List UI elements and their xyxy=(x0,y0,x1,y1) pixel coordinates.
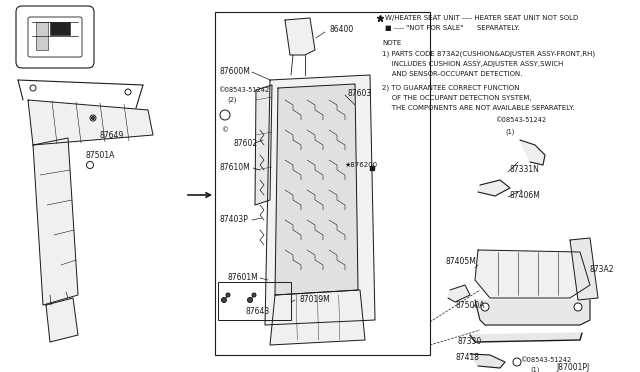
Polygon shape xyxy=(28,100,153,145)
Polygon shape xyxy=(475,250,590,298)
Bar xyxy=(50,22,70,35)
Circle shape xyxy=(481,303,489,311)
Polygon shape xyxy=(478,180,510,196)
Text: J87001PJ: J87001PJ xyxy=(557,362,590,372)
FancyBboxPatch shape xyxy=(16,6,94,68)
Text: (2): (2) xyxy=(227,97,237,103)
Text: 87602: 87602 xyxy=(233,138,257,148)
Text: ©: © xyxy=(222,127,229,133)
Text: 87610M: 87610M xyxy=(220,164,251,173)
Circle shape xyxy=(226,293,230,297)
Text: 2) TO GUARANTEE CORRECT FUNCTION: 2) TO GUARANTEE CORRECT FUNCTION xyxy=(382,85,520,91)
Text: (1): (1) xyxy=(530,367,540,372)
Bar xyxy=(36,22,48,50)
Polygon shape xyxy=(470,333,582,342)
Polygon shape xyxy=(270,290,365,345)
Text: 87643: 87643 xyxy=(245,308,269,317)
Bar xyxy=(218,282,291,320)
Text: ©08543-51242: ©08543-51242 xyxy=(520,357,572,363)
Polygon shape xyxy=(255,85,272,205)
Text: 87019M: 87019M xyxy=(300,295,331,305)
Text: 87331N: 87331N xyxy=(510,166,540,174)
Circle shape xyxy=(248,298,253,302)
Circle shape xyxy=(513,358,521,366)
Text: 87603: 87603 xyxy=(348,89,372,97)
Text: 87601M: 87601M xyxy=(228,273,259,282)
Polygon shape xyxy=(570,238,598,300)
Text: 87406M: 87406M xyxy=(510,190,541,199)
Text: 873A2: 873A2 xyxy=(590,266,614,275)
Text: 87649: 87649 xyxy=(100,131,124,140)
Bar xyxy=(215,12,430,355)
Polygon shape xyxy=(285,18,315,55)
Text: (1): (1) xyxy=(505,129,515,135)
Text: ©08543-51242: ©08543-51242 xyxy=(218,87,269,93)
Text: NOTE: NOTE xyxy=(382,40,401,46)
Circle shape xyxy=(220,110,230,120)
Text: 86400: 86400 xyxy=(330,26,355,35)
Text: THE COMPONENTS ARE NOT AVAILABLE SEPARATELY.: THE COMPONENTS ARE NOT AVAILABLE SEPARAT… xyxy=(385,105,574,111)
Text: 87418: 87418 xyxy=(455,353,479,362)
FancyBboxPatch shape xyxy=(28,17,82,57)
Text: 87405M: 87405M xyxy=(445,257,476,266)
Circle shape xyxy=(574,303,582,311)
Text: INCLUDES CUSHION ASSY,ADJUSTER ASSY,SWICH: INCLUDES CUSHION ASSY,ADJUSTER ASSY,SWIC… xyxy=(385,61,563,67)
Circle shape xyxy=(30,85,36,91)
Polygon shape xyxy=(470,354,505,368)
Circle shape xyxy=(125,89,131,95)
Circle shape xyxy=(90,115,96,121)
Circle shape xyxy=(92,116,95,119)
Circle shape xyxy=(252,293,256,297)
Text: W/HEATER SEAT UNIT ---- HEATER SEAT UNIT NOT SOLD: W/HEATER SEAT UNIT ---- HEATER SEAT UNIT… xyxy=(385,15,579,21)
Polygon shape xyxy=(520,140,545,165)
Polygon shape xyxy=(33,138,78,305)
Circle shape xyxy=(86,161,93,169)
Text: 87600M: 87600M xyxy=(220,67,251,77)
Polygon shape xyxy=(46,298,78,342)
Text: 87501A: 87501A xyxy=(85,151,115,160)
Polygon shape xyxy=(448,285,470,302)
Text: ■ ---- "NOT FOR SALE"      SEPARATELY.: ■ ---- "NOT FOR SALE" SEPARATELY. xyxy=(385,25,520,31)
Text: 87500A: 87500A xyxy=(455,301,484,310)
Text: AND SENSOR-OCCUPANT DETECTION.: AND SENSOR-OCCUPANT DETECTION. xyxy=(385,71,522,77)
Text: ©08543-51242: ©08543-51242 xyxy=(495,117,547,123)
Text: ★876200: ★876200 xyxy=(345,162,378,168)
Text: OF THE OCCUPANT DETECTION SYSTEM,: OF THE OCCUPANT DETECTION SYSTEM, xyxy=(385,95,532,101)
Polygon shape xyxy=(475,300,590,325)
Text: 1) PARTS CODE 873A2(CUSHION&ADJUSTER ASSY-FRONT,RH): 1) PARTS CODE 873A2(CUSHION&ADJUSTER ASS… xyxy=(382,51,595,57)
Circle shape xyxy=(221,298,227,302)
Text: 87403P: 87403P xyxy=(220,215,249,224)
Polygon shape xyxy=(275,84,358,295)
Text: 87330: 87330 xyxy=(458,337,483,346)
Polygon shape xyxy=(265,75,375,325)
